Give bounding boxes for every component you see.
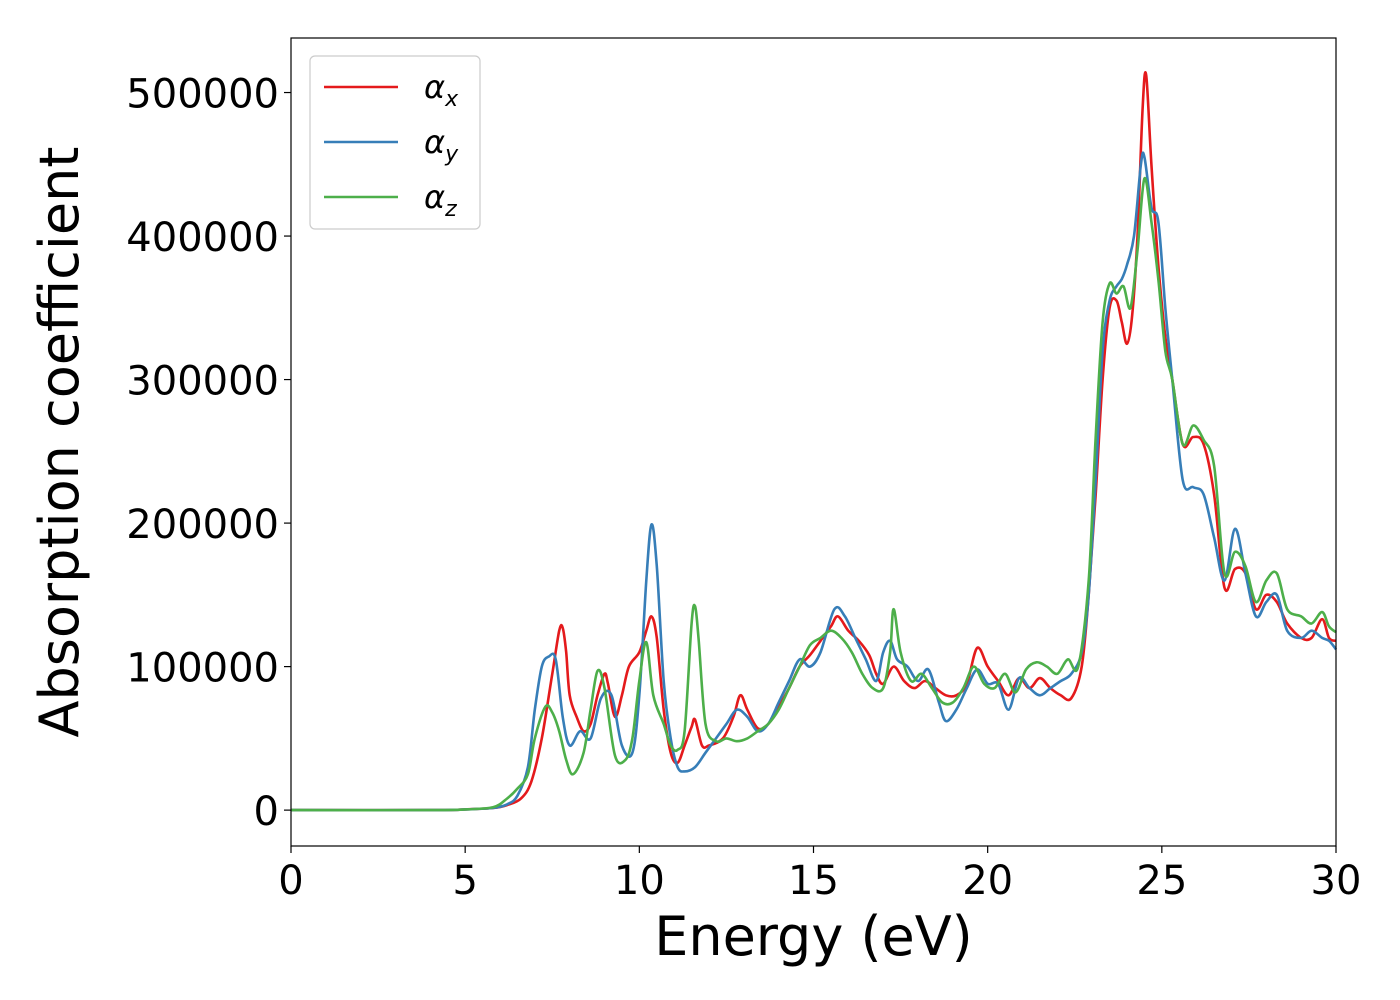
y-tick-label: 400000: [126, 215, 279, 261]
x-tick-label: 25: [1136, 858, 1187, 904]
y-tick-label: 0: [254, 789, 279, 835]
y-axis-ticks: 0 100000 200000 300000 400000 500000: [126, 72, 291, 835]
legend-subscript: y: [444, 142, 459, 167]
y-axis-label: Absorption coefficient: [28, 147, 91, 738]
x-axis-ticks: 0 5 10 15 20 25 30: [278, 846, 1361, 904]
x-tick-label: 20: [962, 858, 1013, 904]
plot-lines: [290, 71, 1338, 812]
x-tick-label: 10: [614, 858, 665, 904]
x-tick-label: 5: [452, 858, 477, 904]
y-tick-label: 200000: [126, 502, 279, 548]
x-axis-label: Energy (eV): [654, 905, 973, 968]
series-line-alpha-z: [290, 177, 1337, 812]
y-tick-label: 100000: [126, 646, 279, 692]
x-tick-label: 15: [788, 858, 839, 904]
x-tick-label: 0: [278, 858, 303, 904]
series-line-alpha-y: [290, 151, 1338, 812]
x-tick-label: 30: [1311, 858, 1362, 904]
legend-subscript: x: [444, 87, 459, 112]
legend-subscript: z: [444, 197, 457, 222]
y-tick-label: 500000: [126, 72, 279, 118]
y-tick-label: 300000: [126, 359, 279, 405]
